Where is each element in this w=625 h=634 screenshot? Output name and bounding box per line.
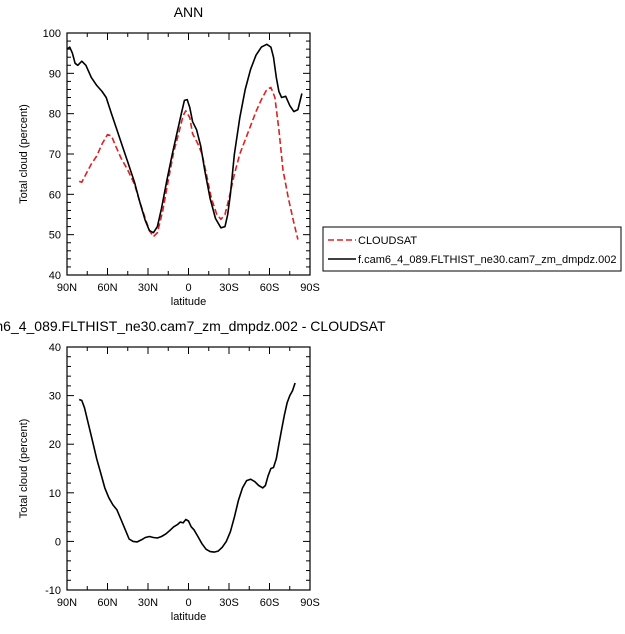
chart-title: m6_4_089.FLTHIST_ne30.cam7_zm_dmpdz.002 … bbox=[0, 318, 386, 334]
x-tick-label: 60N bbox=[97, 597, 117, 609]
x-tick-label: 90S bbox=[300, 597, 320, 609]
x-tick-label: 90S bbox=[300, 282, 320, 294]
y-tick-label: 0 bbox=[55, 536, 61, 548]
y-axis-label: Total cloud (percent) bbox=[18, 419, 30, 519]
x-axis-label: latitude bbox=[171, 611, 206, 623]
y-tick-label: 30 bbox=[49, 391, 61, 403]
x-tick-label: 90N bbox=[57, 597, 77, 609]
y-tick-label: 80 bbox=[49, 109, 61, 121]
legend: CLOUDSAT f.cam6_4_089.FLTHIST_ne30.cam7_z… bbox=[322, 226, 622, 272]
y-tick-label: -10 bbox=[45, 585, 61, 597]
y-tick-label: 100 bbox=[43, 28, 61, 40]
x-tick-label: 30S bbox=[219, 282, 239, 294]
y-tick-label: 70 bbox=[49, 149, 61, 161]
series-line-2 bbox=[66, 43, 303, 234]
y-tick-label: 50 bbox=[49, 230, 61, 242]
x-tick-label: 30N bbox=[138, 282, 158, 294]
plot-frame bbox=[66, 346, 311, 591]
x-tick-label: 0 bbox=[185, 282, 191, 294]
x-tick-label: 30N bbox=[138, 597, 158, 609]
x-tick-label: 60N bbox=[97, 282, 117, 294]
x-tick-label: 60S bbox=[260, 597, 280, 609]
x-tick-label: 0 bbox=[185, 597, 191, 609]
y-axis-label: Total cloud (percent) bbox=[18, 104, 30, 204]
chart-panel-1: ANN 90N 60N 30N 0 30S 60S 90S 40 50 60 70 80 90 100 lat… bbox=[18, 4, 622, 308]
y-tick-label: 20 bbox=[49, 439, 61, 451]
x-axis-label: latitude bbox=[171, 296, 206, 308]
series-line-1 bbox=[78, 86, 299, 240]
legend-label-1: CLOUDSAT bbox=[358, 235, 417, 247]
x-tick-label: 60S bbox=[260, 282, 280, 294]
legend-label-2: f.cam6_4_089.FLTHIST_ne30.cam7_zm_dmpdz.… bbox=[358, 254, 616, 266]
y-tick-label: 40 bbox=[49, 270, 61, 282]
y-tick-label: 90 bbox=[49, 68, 61, 80]
legend-box bbox=[322, 226, 622, 272]
chart-panel-2: m6_4_089.FLTHIST_ne30.cam7_zm_dmpdz.002 … bbox=[0, 318, 386, 623]
chart-title: ANN bbox=[174, 4, 204, 20]
y-tick-label: 10 bbox=[49, 488, 61, 500]
x-tick-label: 30S bbox=[219, 597, 239, 609]
x-tick-label: 90N bbox=[57, 282, 77, 294]
plot-frame bbox=[66, 32, 311, 276]
series-line-1 bbox=[78, 382, 296, 553]
y-tick-label: 60 bbox=[49, 189, 61, 201]
y-tick-label: 40 bbox=[49, 342, 61, 354]
